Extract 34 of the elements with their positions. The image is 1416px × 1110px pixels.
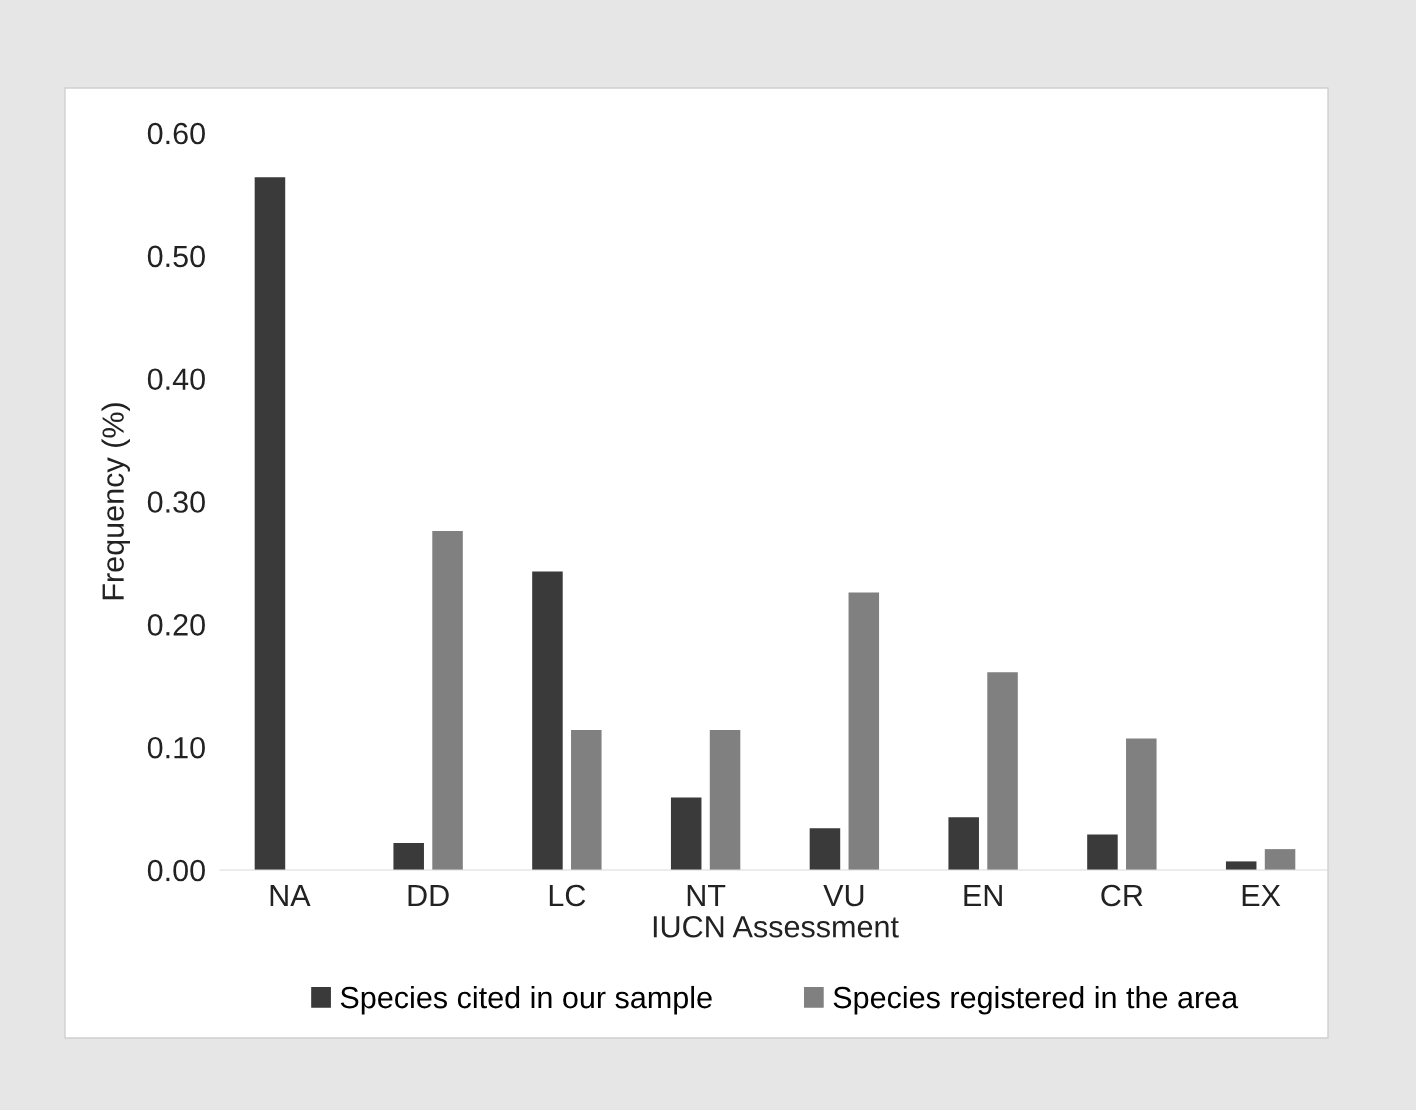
bar <box>1225 861 1257 870</box>
bar <box>571 729 602 870</box>
bar <box>1126 738 1157 870</box>
bar <box>432 530 463 870</box>
x-tick-label: NT <box>687 885 726 907</box>
x-tick-label: CR <box>1101 884 1143 907</box>
bar <box>254 177 286 870</box>
bar <box>848 592 880 870</box>
bar <box>532 571 563 870</box>
y-tick-label: 0.60 <box>147 122 205 145</box>
legend-label: Species cited in our sample <box>340 985 712 1015</box>
bar <box>670 797 702 870</box>
y-tick-label: 0.00 <box>147 859 205 882</box>
y-tick-label: 0.20 <box>147 614 205 636</box>
bar <box>948 817 979 870</box>
bar <box>987 672 1018 870</box>
legend-label: Species registered in the area <box>833 985 1239 1015</box>
x-tick-label: EX <box>1242 885 1281 907</box>
x-tick-label: VU <box>823 885 864 907</box>
x-tick-label: EN <box>964 885 1002 907</box>
bar <box>1264 849 1296 870</box>
x-tick-label: DD <box>408 885 449 907</box>
y-tick-label: 0.10 <box>147 736 205 759</box>
x-tick-label: NA <box>270 885 311 907</box>
bar <box>709 729 741 870</box>
bar <box>393 842 424 870</box>
bar <box>809 828 841 870</box>
x-axis-title: IUCN Assessment <box>653 915 899 938</box>
y-tick-label: 0.40 <box>147 368 205 391</box>
y-tick-label: 0.30 <box>147 491 205 513</box>
bar <box>1087 834 1118 870</box>
y-axis-title: Frequency (%) <box>101 403 130 600</box>
x-tick-label: LC <box>549 884 586 907</box>
y-tick-label: 0.50 <box>147 245 205 268</box>
